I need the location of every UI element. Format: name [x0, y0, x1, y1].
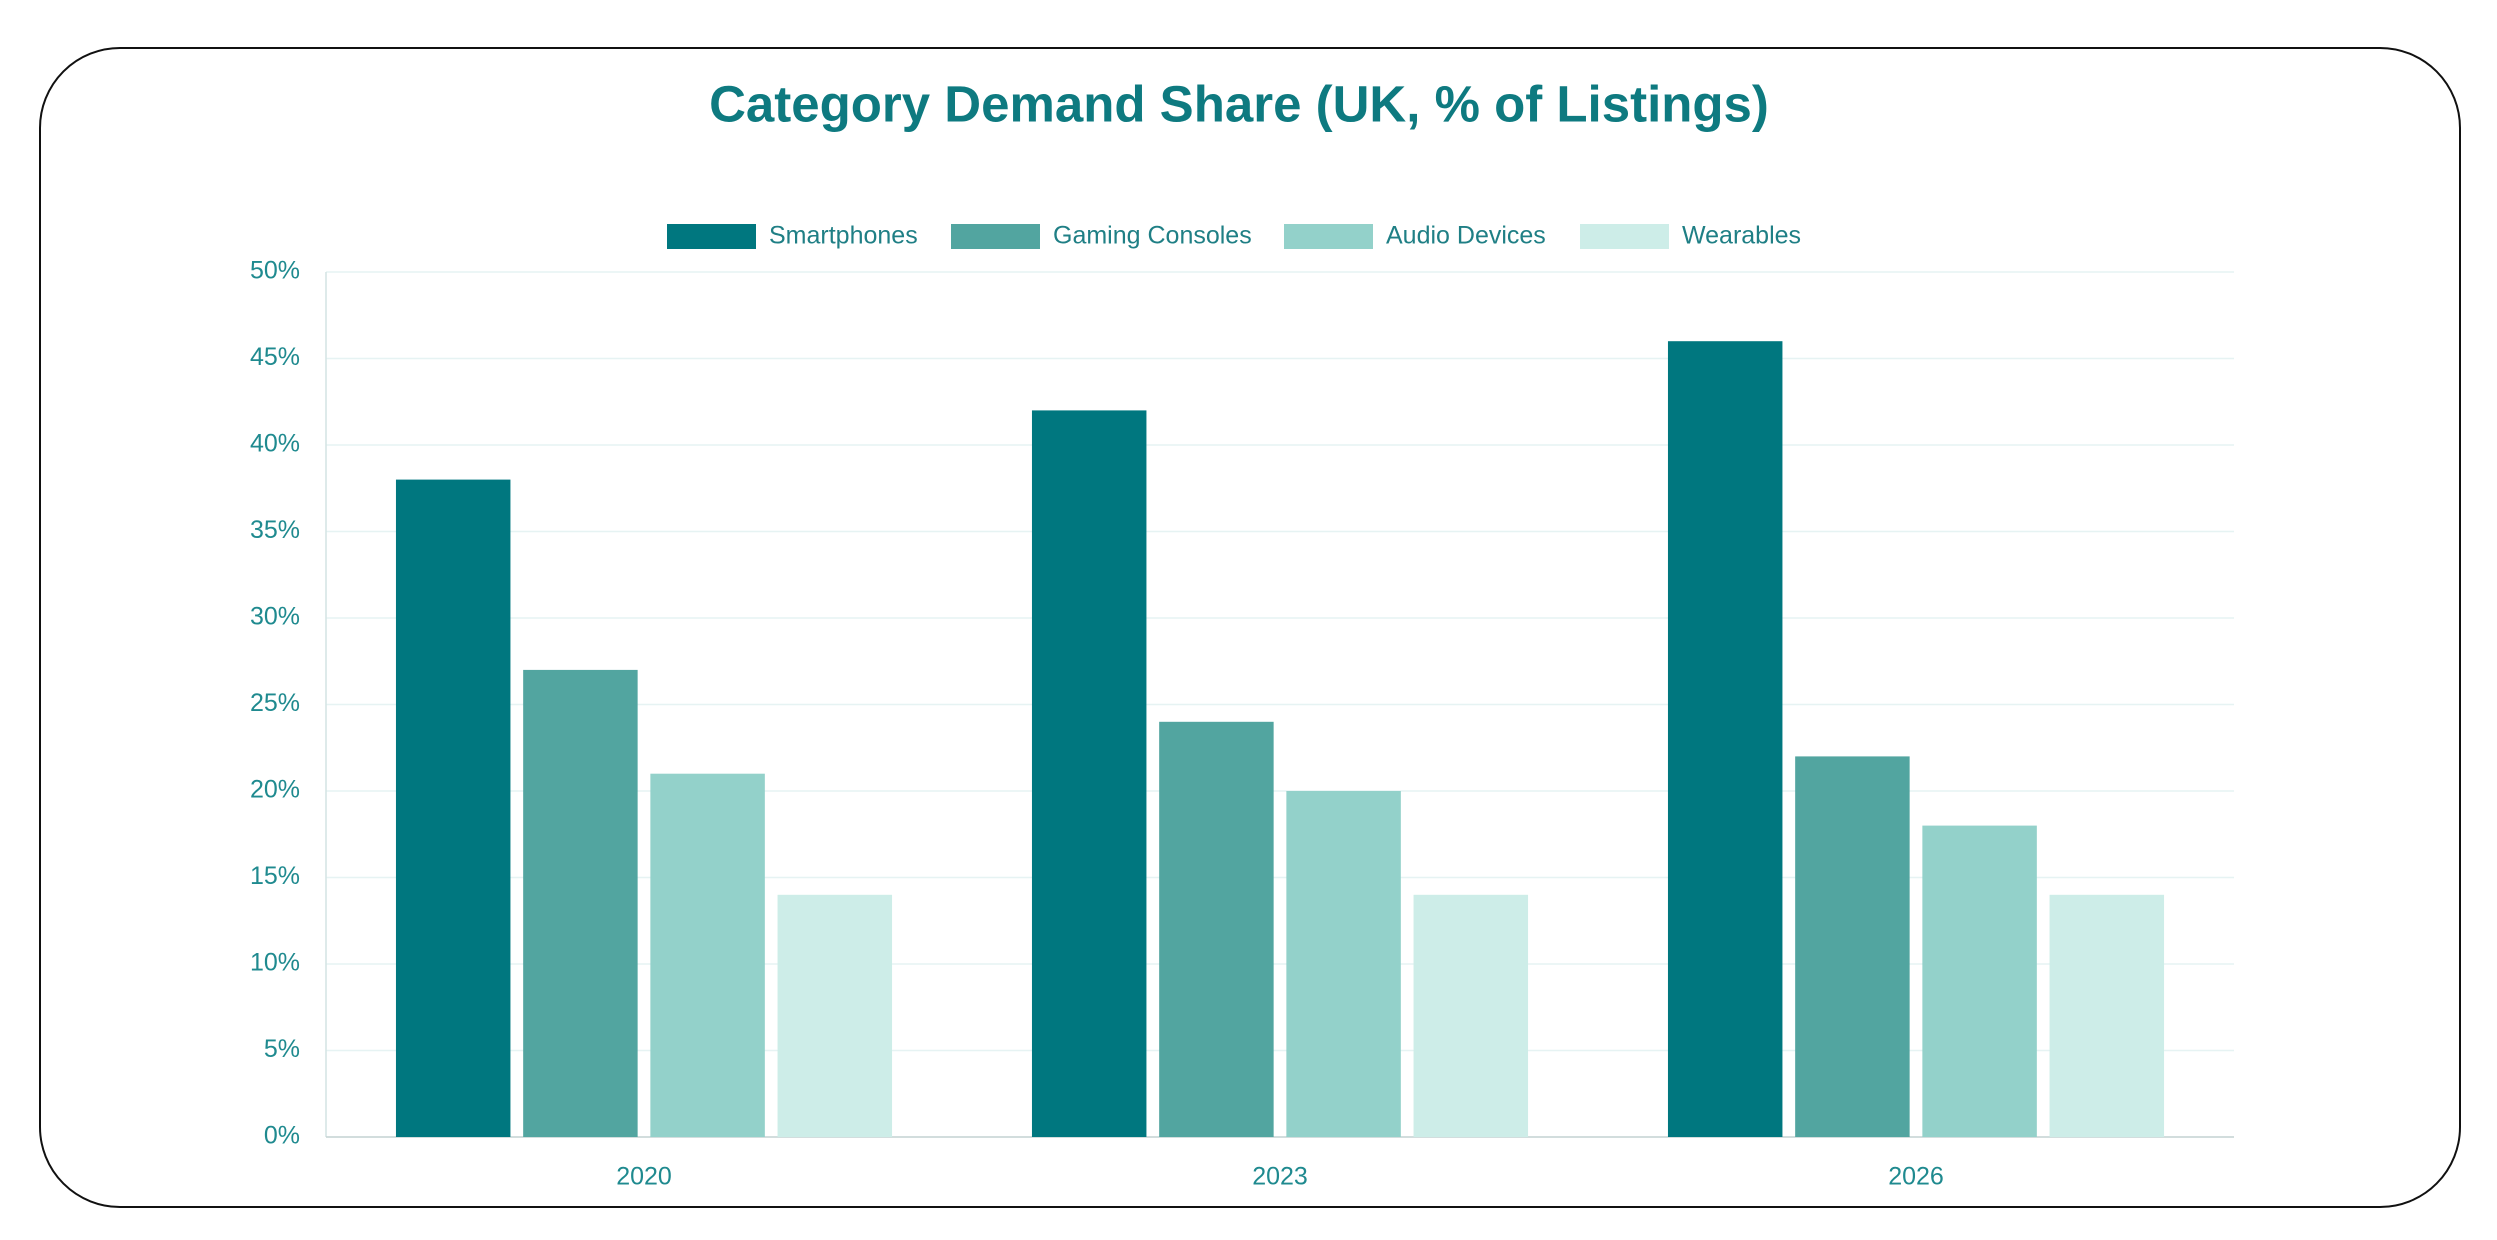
- bar: [1667, 341, 1783, 1137]
- legend-swatch: [667, 224, 756, 249]
- legend-label: Wearables: [1682, 222, 1801, 250]
- y-tick-label: 0%: [264, 1122, 300, 1150]
- bar: [1922, 825, 2037, 1137]
- bar: [777, 894, 893, 1137]
- y-tick-label: 45%: [250, 343, 300, 371]
- bar: [523, 669, 638, 1137]
- bar: [650, 773, 765, 1137]
- bar: [1413, 894, 1529, 1137]
- chart-title: Category Demand Share (UK, % of Listings…: [709, 75, 1769, 132]
- y-tick-label: 50%: [250, 257, 300, 285]
- x-tick-label: 2020: [616, 1163, 672, 1191]
- legend-swatch: [1284, 224, 1373, 249]
- y-tick-label: 5%: [264, 1035, 300, 1063]
- y-tick-label: 20%: [250, 776, 300, 804]
- y-tick-label: 35%: [250, 516, 300, 544]
- legend-label: Smartphones: [769, 222, 918, 250]
- bar: [1159, 721, 1274, 1137]
- bar: [1795, 756, 1910, 1137]
- bar: [395, 479, 511, 1138]
- y-tick-label: 40%: [250, 430, 300, 458]
- x-tick-label: 2023: [1252, 1163, 1308, 1191]
- legend-swatch: [1580, 224, 1669, 249]
- bar: [1286, 791, 1401, 1137]
- y-tick-label: 10%: [250, 949, 300, 977]
- y-tick-label: 30%: [250, 603, 300, 631]
- x-tick-label: 2026: [1888, 1163, 1944, 1191]
- y-tick-label: 15%: [250, 862, 300, 890]
- y-tick-label: 25%: [250, 689, 300, 717]
- legend-label: Gaming Consoles: [1053, 222, 1252, 250]
- legend-label: Audio Devices: [1386, 222, 1546, 250]
- bar: [1031, 410, 1147, 1137]
- legend-swatch: [951, 224, 1040, 249]
- bar: [2049, 894, 2165, 1137]
